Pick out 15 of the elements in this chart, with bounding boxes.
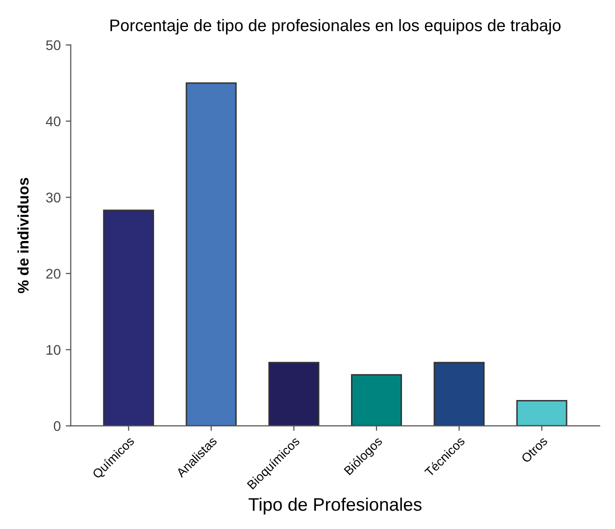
y-tick-label: 20 [46, 268, 60, 279]
y-tick-label: 0 [54, 421, 60, 432]
bar [434, 362, 485, 426]
bar [103, 210, 154, 426]
y-axis-title: % de individuos [17, 178, 29, 294]
bar [516, 400, 568, 426]
bar [268, 362, 320, 426]
y-tick-label: 40 [46, 116, 60, 126]
chart-title: Porcentaje de tipo de profesionales en los equipos de trabajo [110, 19, 561, 35]
y-tick-label: 50 [46, 40, 60, 50]
y-tick-label: 30 [46, 192, 60, 202]
bar [351, 374, 402, 426]
x-axis-title: Tipo de Profesionales [248, 498, 422, 514]
bar [186, 82, 237, 426]
y-tick-label: 10 [46, 345, 60, 355]
